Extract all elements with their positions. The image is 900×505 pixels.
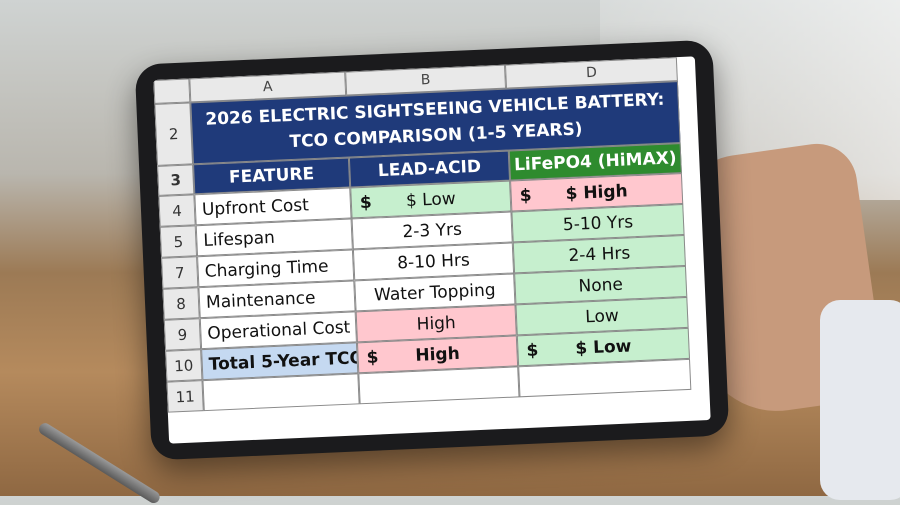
- cell-text: 2-4 Hrs: [568, 242, 631, 266]
- cell-text: Charging Time: [204, 256, 329, 282]
- cell-text: High: [414, 343, 461, 366]
- row-number: 7: [161, 256, 199, 289]
- spreadsheet: A B D 2 2026 ELECTRIC SIGHTSEEING VEHICLE BA…: [153, 56, 709, 413]
- cell-text: 5-10 Yrs: [562, 211, 634, 235]
- cell-text: Water Topping: [373, 279, 496, 306]
- cell-text: Operational Cost: [206, 317, 351, 344]
- screen: A B D 2 2026 ELECTRIC SIGHTSEEING VEHICLE BA…: [153, 56, 711, 444]
- row-number: 3: [157, 164, 195, 196]
- cell-text: Low: [584, 305, 620, 327]
- cell-text: $ Low: [405, 188, 457, 211]
- row-number: 9: [163, 318, 202, 351]
- cell-text: High: [416, 312, 457, 335]
- currency-prefix: $: [519, 185, 532, 206]
- cell-text: $ High: [565, 180, 629, 204]
- cell-text: Upfront Cost: [201, 194, 310, 220]
- row-number: 10: [165, 349, 203, 382]
- currency-prefix: $: [366, 346, 379, 368]
- row-number: 11: [166, 380, 204, 413]
- cell-text: Lifespan: [202, 227, 276, 251]
- row-number: 2: [154, 102, 194, 166]
- cell-text: $ Low: [575, 335, 632, 359]
- cell-text: Maintenance: [205, 287, 316, 313]
- tablet: A B D 2 2026 ELECTRIC SIGHTSEEING VEHICLE BA…: [134, 39, 730, 461]
- currency-prefix: $: [359, 192, 373, 213]
- cell-text: 2-3 Yrs: [402, 219, 463, 242]
- cell-text: Total 5-Year TCO: [208, 347, 359, 375]
- row-number: 5: [159, 225, 198, 258]
- row-number: 8: [162, 287, 200, 320]
- corner-cell: [153, 78, 191, 104]
- cell-text: 8-10 Hrs: [396, 249, 471, 274]
- sleeve: [820, 300, 900, 500]
- cell-text: None: [578, 274, 624, 297]
- row-number: 4: [158, 194, 196, 227]
- currency-prefix: $: [526, 339, 539, 361]
- pen: [36, 420, 162, 505]
